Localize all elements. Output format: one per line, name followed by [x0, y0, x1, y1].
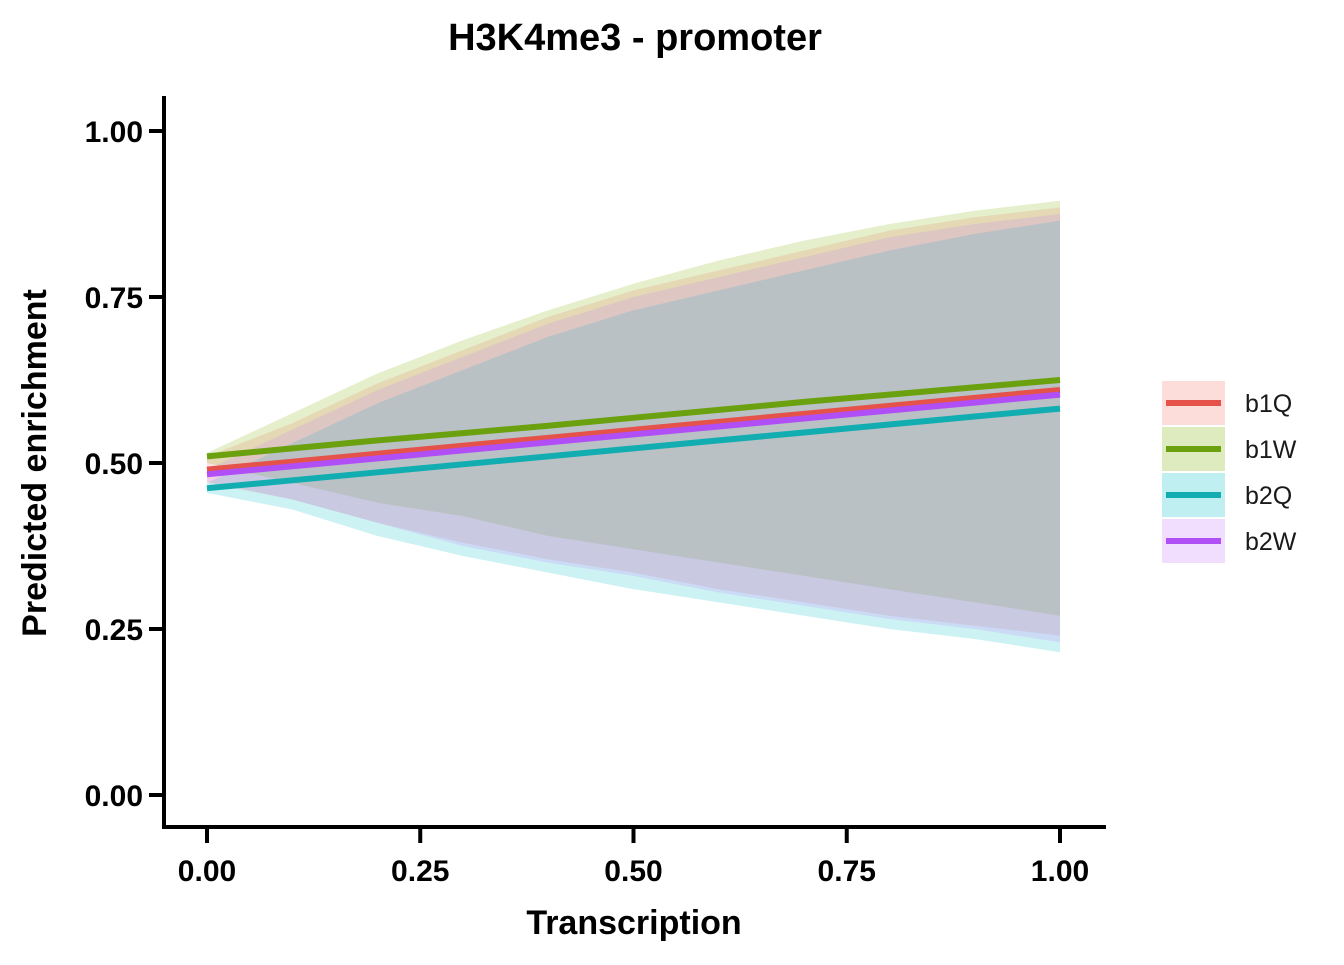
legend-label-b1W: b1W: [1245, 436, 1297, 464]
y-tick-label: 0.25: [85, 614, 143, 647]
y-tick-label: 1.00: [85, 116, 143, 149]
y-tick-label: 0.00: [85, 780, 143, 813]
legend: b1Q b1W b2Q b2W: [1162, 381, 1297, 563]
x-tick-label: 0.50: [604, 855, 662, 888]
line-b1W: [206, 377, 1061, 460]
line-b1Q: [206, 387, 1061, 473]
line-b2Q: [206, 405, 1061, 492]
x-tick-label: 1.00: [1031, 855, 1089, 888]
y-ticks: 0.00 0.25 0.50 0.75 1.00: [85, 116, 164, 813]
line-b2W: [206, 391, 1061, 478]
band-b1W: [207, 200, 1060, 616]
legend-label-b1Q: b1Q: [1245, 390, 1292, 418]
x-ticks: 0.00 0.25 0.50 0.75 1.00: [178, 827, 1089, 888]
x-tick-label: 0.75: [818, 855, 876, 888]
x-tick-label: 0.25: [391, 855, 449, 888]
x-axis-title: Transcription: [526, 904, 741, 942]
legend-label-b2Q: b2Q: [1245, 482, 1292, 510]
band-b1Q: [207, 207, 1060, 636]
series-lines: [206, 377, 1061, 492]
legend-label-b2W: b2W: [1245, 528, 1297, 556]
chart-title: H3K4me3 - promoter: [448, 17, 822, 59]
y-axis-title: Predicted enrichment: [16, 289, 54, 637]
y-tick-label: 0.50: [85, 448, 143, 481]
confidence-bands: [207, 200, 1060, 653]
x-tick-label: 0.00: [178, 855, 236, 888]
y-tick-label: 0.75: [85, 282, 143, 315]
